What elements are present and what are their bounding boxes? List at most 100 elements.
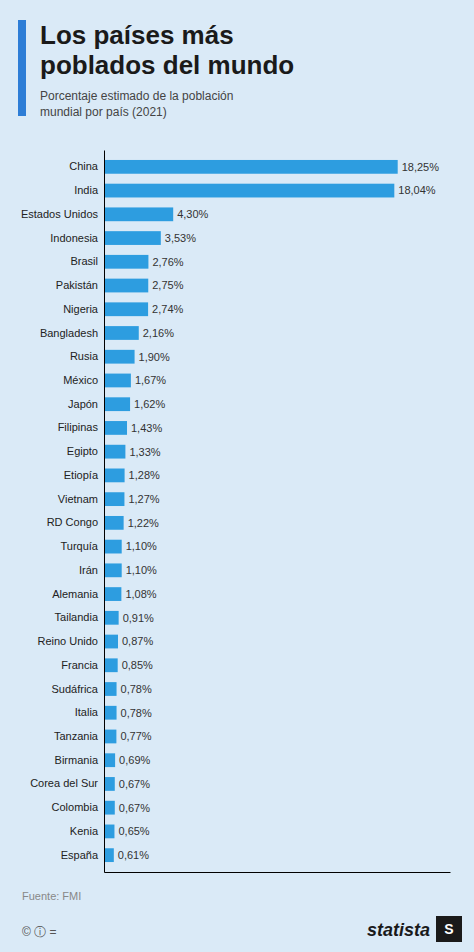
data-label: 1,10% bbox=[126, 564, 157, 576]
tick: Filipinas bbox=[58, 421, 99, 433]
tick-label: Birmania bbox=[55, 754, 99, 766]
bar bbox=[104, 777, 115, 791]
bar bbox=[104, 469, 125, 483]
bar bbox=[104, 255, 148, 269]
tick: Italia bbox=[75, 706, 99, 718]
tick-label: Kenia bbox=[70, 825, 99, 837]
background bbox=[0, 0, 474, 952]
tick: Irán bbox=[79, 564, 98, 576]
data-label: 1,43% bbox=[131, 422, 162, 434]
tick: España bbox=[61, 849, 99, 861]
title-line: poblados del mundo bbox=[40, 50, 294, 80]
tick-label: Japón bbox=[68, 398, 98, 410]
data-label: 4,30% bbox=[177, 208, 208, 220]
tick: Alemania bbox=[52, 588, 99, 600]
bar bbox=[104, 706, 117, 720]
tick-label: India bbox=[74, 184, 99, 196]
license: © ⓘ = bbox=[22, 925, 57, 939]
axis-line bbox=[104, 151, 105, 873]
bar bbox=[104, 801, 115, 815]
tick: México bbox=[63, 374, 98, 386]
tick: Turquía bbox=[60, 540, 98, 552]
source: Fuente: FMI bbox=[22, 890, 81, 902]
data-label: 2,76% bbox=[152, 256, 183, 268]
subtitle-line: mundial por país (2021) bbox=[40, 105, 167, 119]
tick: RD Congo bbox=[47, 516, 98, 528]
brand-mark: S bbox=[444, 921, 453, 937]
data-label: 2,74% bbox=[152, 303, 183, 315]
tick: Tailandia bbox=[55, 611, 99, 623]
tick: China bbox=[69, 160, 99, 172]
tick-label: Alemania bbox=[52, 588, 99, 600]
data-label: 1,90% bbox=[139, 351, 170, 363]
data-label: 2,16% bbox=[143, 327, 174, 339]
data-label: 0,91% bbox=[123, 612, 154, 624]
tick: Colombia bbox=[52, 801, 99, 813]
data-label: 0,85% bbox=[122, 659, 153, 671]
tick-label: Colombia bbox=[52, 801, 99, 813]
bar bbox=[104, 397, 130, 411]
subtitle: Porcentaje estimado de la poblaciónmundi… bbox=[40, 89, 233, 119]
tick-label: Italia bbox=[75, 706, 99, 718]
tick-label: Tanzania bbox=[54, 730, 99, 742]
tick-label: China bbox=[69, 160, 99, 172]
data-label: 3,53% bbox=[165, 232, 196, 244]
data-label: 18,04% bbox=[398, 184, 436, 196]
tick-label: Francia bbox=[61, 659, 99, 671]
tick: Rusia bbox=[70, 350, 99, 362]
tick-label: Etiopía bbox=[64, 469, 99, 481]
bars bbox=[104, 160, 398, 862]
data-label: 0,69% bbox=[119, 754, 150, 766]
tick-label: Corea del Sur bbox=[30, 777, 98, 789]
tick-label: Irán bbox=[79, 564, 98, 576]
tick-label: Vietnam bbox=[58, 493, 98, 505]
x-axis bbox=[105, 872, 451, 873]
title-accent bbox=[18, 20, 26, 116]
tick: Sudáfrica bbox=[52, 683, 99, 695]
tick-label: RD Congo bbox=[47, 516, 98, 528]
bar bbox=[104, 825, 114, 839]
tick-label: Reino Unido bbox=[37, 635, 98, 647]
bar bbox=[104, 658, 118, 672]
tick-label: Nigeria bbox=[63, 303, 99, 315]
bar bbox=[104, 492, 124, 506]
tick-label: Tailandia bbox=[55, 611, 99, 623]
tick-label: México bbox=[63, 374, 98, 386]
data-label: 18,25% bbox=[402, 161, 440, 173]
data-label: 2,75% bbox=[152, 279, 183, 291]
data-label: 0,78% bbox=[121, 707, 152, 719]
data-label: 0,67% bbox=[119, 802, 150, 814]
data-label: 1,67% bbox=[135, 374, 166, 386]
title: Los países máspoblados del mundo bbox=[40, 20, 294, 80]
tick: Corea del Sur bbox=[30, 777, 98, 789]
data-label: 0,87% bbox=[122, 635, 153, 647]
tick: Estados Unidos bbox=[21, 208, 99, 220]
tick: Bangladesh bbox=[40, 327, 98, 339]
tick-label: Bangladesh bbox=[40, 327, 98, 339]
bar bbox=[104, 587, 121, 601]
data-labels: 18,25% 18,04% 4,30% 3,53% 2,76% 2,75% 2,74% 2,1… bbox=[118, 161, 439, 861]
bar bbox=[104, 302, 148, 316]
bar bbox=[104, 160, 398, 174]
bar bbox=[104, 540, 122, 554]
tick-label: España bbox=[61, 849, 99, 861]
bar bbox=[104, 231, 161, 245]
tick-label: Estados Unidos bbox=[21, 208, 99, 220]
data-label: 1,08% bbox=[125, 588, 156, 600]
data-label: 0,65% bbox=[118, 825, 149, 837]
tick: Birmania bbox=[55, 754, 99, 766]
brand-block bbox=[436, 916, 462, 942]
bar bbox=[104, 207, 173, 221]
data-label: 1,27% bbox=[128, 493, 159, 505]
data-label: 1,22% bbox=[128, 517, 159, 529]
tick: Kenia bbox=[70, 825, 99, 837]
data-label: 1,33% bbox=[129, 446, 160, 458]
bar bbox=[104, 516, 124, 530]
bar bbox=[104, 445, 125, 459]
tick: Vietnam bbox=[58, 493, 98, 505]
tick: Etiopía bbox=[64, 469, 99, 481]
plot: 18,25% 18,04% 4,30% 3,53% 2,76% 2,75% 2,74% 2,1… bbox=[21, 151, 451, 873]
y-axis: ChinaIndiaEstados UnidosIndonesiaBrasilP… bbox=[21, 151, 105, 873]
bar bbox=[104, 374, 131, 388]
tick-label: Sudáfrica bbox=[52, 683, 99, 695]
